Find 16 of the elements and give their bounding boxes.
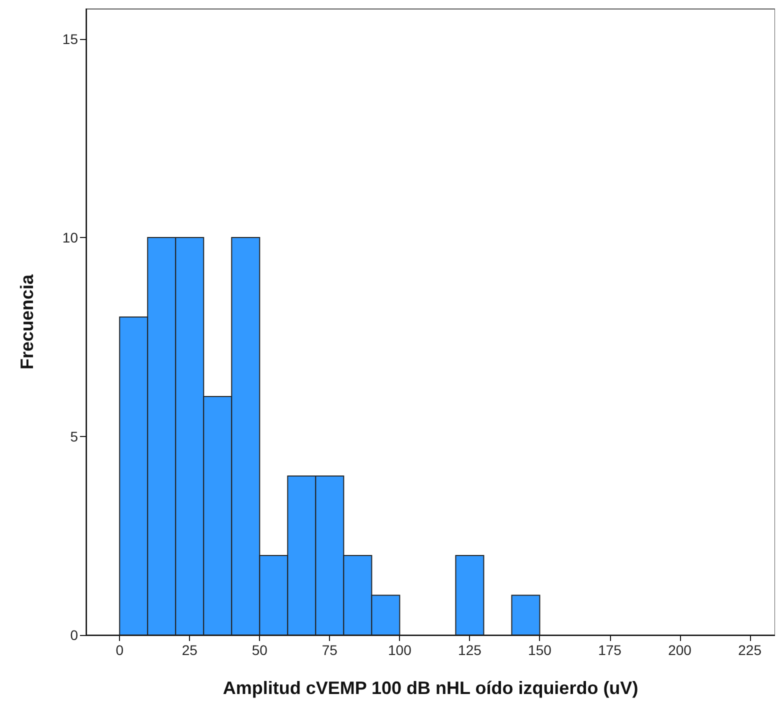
y-tick-label: 15 [62,30,78,47]
x-axis-title: Amplitud cVEMP 100 dB nHL oído izquierdo (uV) [222,678,638,698]
y-tick-label: 10 [62,230,78,246]
y-axis-title: Frecuencia [17,273,37,370]
x-tick-label: 175 [598,642,622,658]
x-tick-label: 75 [322,642,338,658]
x-tick-label: 200 [668,642,692,658]
x-tick-label: 225 [738,642,762,658]
x-tick-label: 100 [388,642,412,658]
y-tick-label: 5 [70,428,78,444]
x-tick-label: 0 [116,642,124,658]
x-tick-label: 25 [182,642,198,658]
x-tick-label: 50 [252,642,268,658]
x-tick-label: 125 [458,642,482,658]
y-tick-label: 0 [70,627,78,643]
x-tick-label: 150 [528,642,552,658]
